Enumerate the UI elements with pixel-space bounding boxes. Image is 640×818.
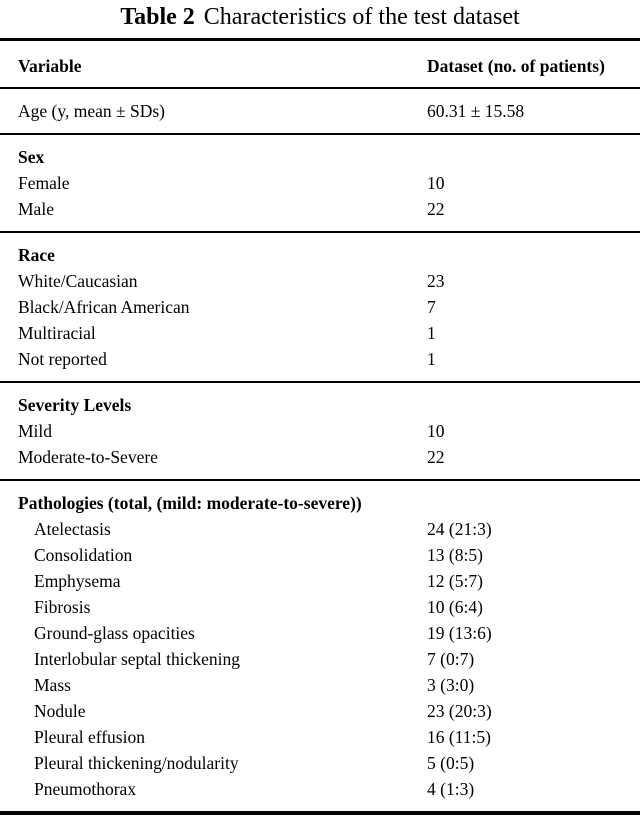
- table-row: Mild 10: [0, 418, 640, 444]
- table-row: Moderate-to-Severe 22: [0, 444, 640, 470]
- row-label: Not reported: [18, 349, 107, 369]
- table-caption: Table 2 Characteristics of the test datas…: [0, 0, 640, 38]
- table-section: Age (y, mean ± SDs) 60.31 ± 15.58: [0, 89, 640, 133]
- section-divider-rule: [0, 479, 640, 481]
- header-divider-rule: [0, 87, 640, 89]
- row-label: Mass: [34, 675, 71, 695]
- table-header-row: Variable Dataset (no. of patients): [0, 41, 640, 87]
- row-label: Consolidation: [34, 545, 133, 565]
- table-row: Pneumothorax 4 (1:3): [0, 776, 640, 802]
- table-row: Nodule 23 (20:3): [0, 698, 640, 724]
- row-label: Atelectasis: [34, 519, 111, 539]
- table-caption-text: Characteristics of the test dataset: [203, 4, 520, 30]
- table-row: Atelectasis 24 (21:3): [0, 516, 640, 542]
- table-section: Race White/Caucasian 23 Black/African Ameri…: [0, 233, 640, 381]
- row-label: Interlobular septal thickening: [34, 649, 241, 669]
- row-label: Pneumothorax: [34, 779, 137, 799]
- column-header-value: Dataset (no. of patients): [427, 56, 605, 76]
- row-label: Male: [18, 199, 54, 219]
- row-label: Pleural effusion: [34, 727, 145, 747]
- table-row: Emphysema 12 (5:7): [0, 568, 640, 594]
- row-value: 24 (21:3): [427, 519, 492, 539]
- table-row: Not reported 1: [0, 346, 640, 372]
- table-row: Male 22: [0, 196, 640, 222]
- row-value: 5 (0:5): [427, 753, 475, 773]
- header-row: Variable Dataset (no. of patients): [0, 53, 640, 79]
- section-heading: Severity Levels: [18, 395, 132, 415]
- section-heading: Race: [18, 245, 55, 265]
- row-label: Age (y, mean ± SDs): [18, 101, 165, 121]
- row-value: 10: [427, 421, 445, 441]
- row-value: 10: [427, 173, 445, 193]
- table-row: Fibrosis 10 (6:4): [0, 594, 640, 620]
- row-value: 60.31 ± 15.58: [427, 101, 525, 121]
- section-divider-rule: [0, 231, 640, 233]
- row-value: 7 (0:7): [427, 649, 475, 669]
- row-label: Ground-glass opacities: [34, 623, 195, 643]
- row-label: White/Caucasian: [18, 271, 138, 291]
- row-value: 23: [427, 271, 445, 291]
- column-header-variable: Variable: [18, 56, 82, 76]
- row-label: Black/African American: [18, 297, 190, 317]
- row-label: Fibrosis: [34, 597, 91, 617]
- row-label: Mild: [18, 421, 53, 441]
- table-row: Pleural effusion 16 (11:5): [0, 724, 640, 750]
- table-section: Sex Female 10 Male 22: [0, 135, 640, 231]
- table-row: Multiracial 1: [0, 320, 640, 346]
- table-row: Age (y, mean ± SDs) 60.31 ± 15.58: [0, 98, 640, 124]
- row-label: Pleural thickening/nodularity: [34, 753, 239, 773]
- table-bottom-rule: [0, 811, 640, 815]
- row-label: Moderate-to-Severe: [18, 447, 158, 467]
- table-row: Female 10: [0, 170, 640, 196]
- row-value: 13 (8:5): [427, 545, 483, 565]
- row-label: Emphysema: [34, 571, 121, 591]
- row-value: 4 (1:3): [427, 779, 475, 799]
- table-caption-label: Table 2: [120, 4, 195, 30]
- section-divider-rule: [0, 133, 640, 135]
- table-body: Age (y, mean ± SDs) 60.31 ± 15.58 Sex Femal…: [0, 89, 640, 811]
- table-row: Interlobular septal thickening 7 (0:7): [0, 646, 640, 672]
- row-label: Female: [18, 173, 70, 193]
- row-value: 10 (6:4): [427, 597, 483, 617]
- row-value: 19 (13:6): [427, 623, 492, 643]
- table-row: Consolidation 13 (8:5): [0, 542, 640, 568]
- row-value: 1: [427, 349, 436, 369]
- table-row: Ground-glass opacities 19 (13:6): [0, 620, 640, 646]
- row-value: 3 (3:0): [427, 675, 475, 695]
- row-value: 12 (5:7): [427, 571, 483, 591]
- row-value: 22: [427, 199, 445, 219]
- table-section: Pathologies (total, (mild: moderate-to-s…: [0, 481, 640, 811]
- row-value: 23 (20:3): [427, 701, 492, 721]
- row-value: 16 (11:5): [427, 727, 491, 747]
- row-label: Nodule: [34, 701, 86, 721]
- table-row: Mass 3 (3:0): [0, 672, 640, 698]
- row-value: 7: [427, 297, 436, 317]
- section-divider-rule: [0, 381, 640, 383]
- row-value: 22: [427, 447, 445, 467]
- table-row: Black/African American 7: [0, 294, 640, 320]
- section-heading: Pathologies (total, (mild: moderate-to-s…: [18, 493, 362, 513]
- table-row: White/Caucasian 23: [0, 268, 640, 294]
- table-section: Severity Levels Mild 10 Moderate-to-Severe 2…: [0, 383, 640, 479]
- section-heading: Sex: [18, 147, 45, 167]
- table-top-rule: [0, 38, 640, 41]
- row-value: 1: [427, 323, 436, 343]
- row-label: Multiracial: [18, 323, 96, 343]
- table-row: Pleural thickening/nodularity 5 (0:5): [0, 750, 640, 776]
